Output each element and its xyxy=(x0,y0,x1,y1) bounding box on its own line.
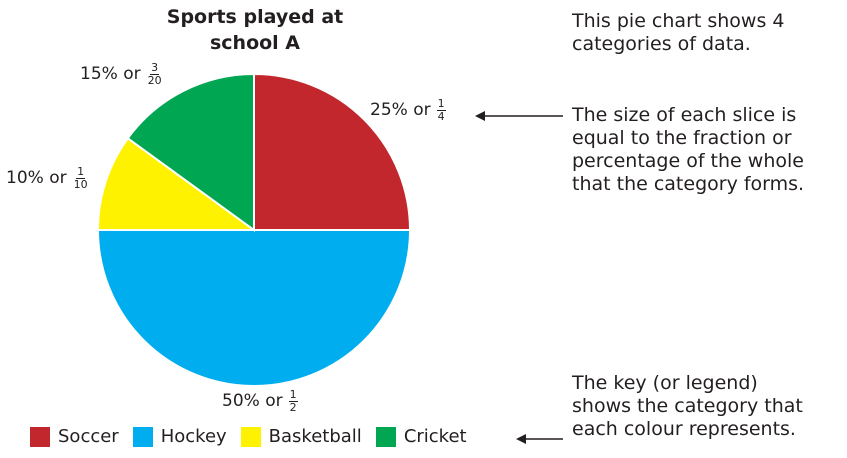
pie-slice-hockey xyxy=(96,229,412,387)
slice-label-hockey: 50% or 1 2 xyxy=(222,388,298,415)
legend-item-basketball: Basketball xyxy=(240,426,362,447)
fraction-numerator: 1 xyxy=(436,97,446,112)
slice-label-soccer-percent: 25% or xyxy=(370,100,431,121)
legend: Soccer Hockey Basketball Cricket xyxy=(30,426,481,447)
legend-swatch-cricket xyxy=(375,426,396,447)
slice-label-hockey-fraction: 1 2 xyxy=(288,388,298,415)
slice-size-note-line: equal to the fraction or xyxy=(572,127,792,149)
fraction-numerator: 3 xyxy=(150,61,160,76)
legend-label-hockey: Hockey xyxy=(160,426,227,447)
slice-size-note-line: percentage of the whole xyxy=(572,150,804,172)
slice-size-note-line: The size of each slice is xyxy=(572,104,797,126)
intro-note: This pie chart shows 4 categories of dat… xyxy=(572,10,785,56)
legend-swatch-basketball xyxy=(240,426,261,447)
slice-label-cricket-fraction: 3 20 xyxy=(147,61,163,88)
legend-label-soccer: Soccer xyxy=(58,426,119,447)
pie-slice-soccer xyxy=(253,72,412,231)
key-note-line: shows the category that xyxy=(572,395,803,417)
fraction-denominator: 10 xyxy=(73,178,88,192)
pie-slices xyxy=(96,72,412,387)
slice-label-cricket: 15% or 3 20 xyxy=(80,61,163,88)
slice-label-soccer: 25% or 1 4 xyxy=(370,97,446,124)
slice-label-soccer-fraction: 1 4 xyxy=(436,97,446,124)
key-note-line: each colour represents. xyxy=(572,418,796,440)
pie-slice-cricket xyxy=(126,72,255,232)
intro-note-line: This pie chart shows 4 xyxy=(572,10,785,32)
intro-note-line: categories of data. xyxy=(572,33,751,55)
chart-title-line-1: Sports played at xyxy=(166,6,344,28)
slice-size-note-line: that the category forms. xyxy=(572,173,805,195)
fraction-denominator: 20 xyxy=(147,74,162,88)
key-note-line: The key (or legend) xyxy=(572,372,758,394)
slice-size-note: The size of each slice is equal to the f… xyxy=(572,104,804,196)
fraction-numerator: 1 xyxy=(76,165,86,180)
key-note: The key (or legend) shows the category t… xyxy=(572,372,803,441)
slice-label-basketball: 10% or 1 10 xyxy=(6,165,89,192)
legend-item-soccer: Soccer xyxy=(30,426,119,447)
legend-label-cricket: Cricket xyxy=(403,426,467,447)
arrows xyxy=(475,111,563,444)
legend-swatch-hockey xyxy=(132,426,153,447)
slice-label-basketball-fraction: 1 10 xyxy=(73,165,89,192)
legend-arrowhead xyxy=(516,434,526,444)
fraction-denominator: 4 xyxy=(437,110,445,124)
slice-label-cricket-percent: 15% or xyxy=(80,64,141,85)
chart-title: Sports played at school A xyxy=(140,4,370,56)
legend-swatch-soccer xyxy=(30,426,50,447)
fraction-denominator: 2 xyxy=(289,401,297,415)
legend-label-basketball: Basketball xyxy=(268,426,362,447)
slice-size-arrowhead xyxy=(475,111,485,121)
slice-label-hockey-percent: 50% or xyxy=(222,391,283,412)
legend-item-cricket: Cricket xyxy=(375,426,467,447)
slice-label-basketball-percent: 10% or xyxy=(6,168,67,189)
pie-slice-basketball xyxy=(96,136,258,231)
chart-title-line-2: school A xyxy=(209,32,301,54)
fraction-numerator: 1 xyxy=(288,388,298,403)
legend-item-hockey: Hockey xyxy=(132,426,227,447)
